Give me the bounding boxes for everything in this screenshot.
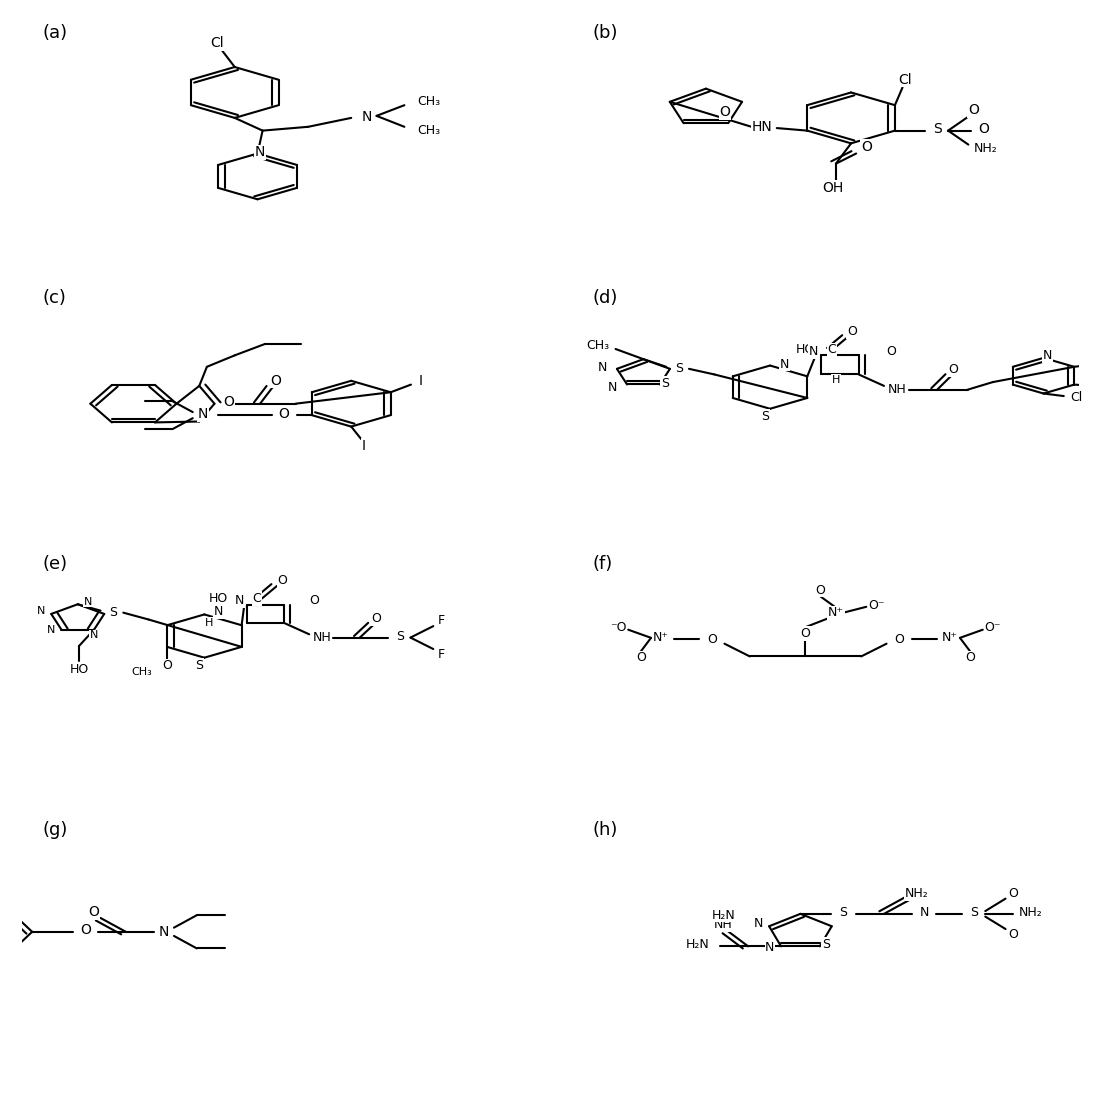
Text: N⁺: N⁺ <box>653 632 669 645</box>
Text: O: O <box>1009 887 1018 899</box>
Text: HN: HN <box>751 119 772 134</box>
Text: O: O <box>371 612 381 625</box>
Text: C: C <box>252 592 261 605</box>
Text: ⁻O: ⁻O <box>610 620 626 634</box>
Text: H₂N: H₂N <box>712 909 735 921</box>
Text: F: F <box>437 614 445 627</box>
Text: N: N <box>598 361 607 374</box>
Text: O: O <box>707 633 717 646</box>
Text: S: S <box>661 376 668 389</box>
Text: O: O <box>948 364 958 376</box>
Text: N: N <box>236 594 244 607</box>
Text: I: I <box>362 439 366 452</box>
Text: Cl: Cl <box>1070 390 1082 404</box>
Text: O⁻: O⁻ <box>869 598 884 612</box>
Text: HO: HO <box>796 343 815 356</box>
Text: (f): (f) <box>592 555 613 573</box>
Text: C: C <box>828 343 837 356</box>
Text: HO: HO <box>209 592 229 605</box>
Text: (e): (e) <box>42 555 67 573</box>
Text: HO: HO <box>69 662 88 676</box>
Text: H: H <box>831 375 840 385</box>
Text: I: I <box>419 374 423 388</box>
Text: O: O <box>800 627 810 640</box>
Text: O: O <box>279 407 290 421</box>
Text: O⁻: O⁻ <box>984 620 1001 634</box>
Text: N: N <box>1043 349 1053 363</box>
Text: (b): (b) <box>592 24 619 42</box>
Text: (d): (d) <box>592 290 618 307</box>
Text: N: N <box>808 345 818 358</box>
Text: CH₃: CH₃ <box>417 95 440 108</box>
Text: O: O <box>1009 928 1018 941</box>
Text: N⁺: N⁺ <box>828 606 843 619</box>
Text: S: S <box>675 363 683 375</box>
Text: S: S <box>761 410 768 422</box>
Text: O: O <box>270 374 281 388</box>
Text: (c): (c) <box>42 290 66 307</box>
Text: O: O <box>816 584 826 597</box>
Text: O: O <box>861 140 872 154</box>
Text: O: O <box>636 651 646 665</box>
Text: O: O <box>966 651 975 665</box>
Text: N: N <box>37 606 45 616</box>
Text: O: O <box>978 123 989 136</box>
Text: S: S <box>839 906 848 919</box>
Text: O: O <box>88 905 99 919</box>
Text: S: S <box>109 606 117 619</box>
Text: NH₂: NH₂ <box>905 887 929 900</box>
Text: O: O <box>894 633 904 646</box>
Text: H: H <box>205 617 214 627</box>
Text: N: N <box>254 145 265 159</box>
Text: (h): (h) <box>592 821 618 839</box>
Text: N: N <box>47 625 55 635</box>
Text: CH₃: CH₃ <box>417 124 440 137</box>
Text: N: N <box>361 109 372 124</box>
Text: CH₃: CH₃ <box>131 667 152 677</box>
Text: N: N <box>159 925 170 939</box>
Text: NH₂: NH₂ <box>1020 906 1043 919</box>
Text: S: S <box>970 906 978 919</box>
Text: H₂N: H₂N <box>686 939 709 951</box>
Text: O: O <box>80 924 90 938</box>
Text: N: N <box>780 357 789 371</box>
Text: N: N <box>919 906 929 919</box>
Text: N: N <box>765 941 775 954</box>
Text: S: S <box>934 123 942 136</box>
Text: N: N <box>608 380 617 394</box>
Text: O: O <box>224 396 235 409</box>
Text: O: O <box>886 345 896 358</box>
Text: N: N <box>214 605 224 618</box>
Text: NH: NH <box>887 383 906 396</box>
Text: N: N <box>198 407 208 421</box>
Text: O: O <box>847 325 857 338</box>
Text: NH: NH <box>713 918 732 931</box>
Text: S: S <box>396 629 404 643</box>
Text: Cl: Cl <box>210 35 224 50</box>
Text: O: O <box>968 103 979 117</box>
Text: N⁺: N⁺ <box>941 632 958 645</box>
Text: O: O <box>309 594 319 607</box>
Text: O: O <box>162 659 172 672</box>
Text: (g): (g) <box>42 821 67 839</box>
Text: NH: NH <box>313 632 331 644</box>
Text: OH: OH <box>822 181 844 195</box>
Text: CH₃: CH₃ <box>586 338 610 352</box>
Text: Cl: Cl <box>898 73 912 86</box>
Text: N: N <box>84 597 92 607</box>
Text: F: F <box>437 648 445 661</box>
Text: S: S <box>821 938 830 950</box>
Text: NH₂: NH₂ <box>974 142 998 155</box>
Text: O: O <box>720 105 730 119</box>
Text: O: O <box>277 574 287 587</box>
Text: (a): (a) <box>42 24 67 42</box>
Text: N: N <box>753 917 763 930</box>
Text: N: N <box>90 630 98 640</box>
Text: S: S <box>195 659 204 671</box>
